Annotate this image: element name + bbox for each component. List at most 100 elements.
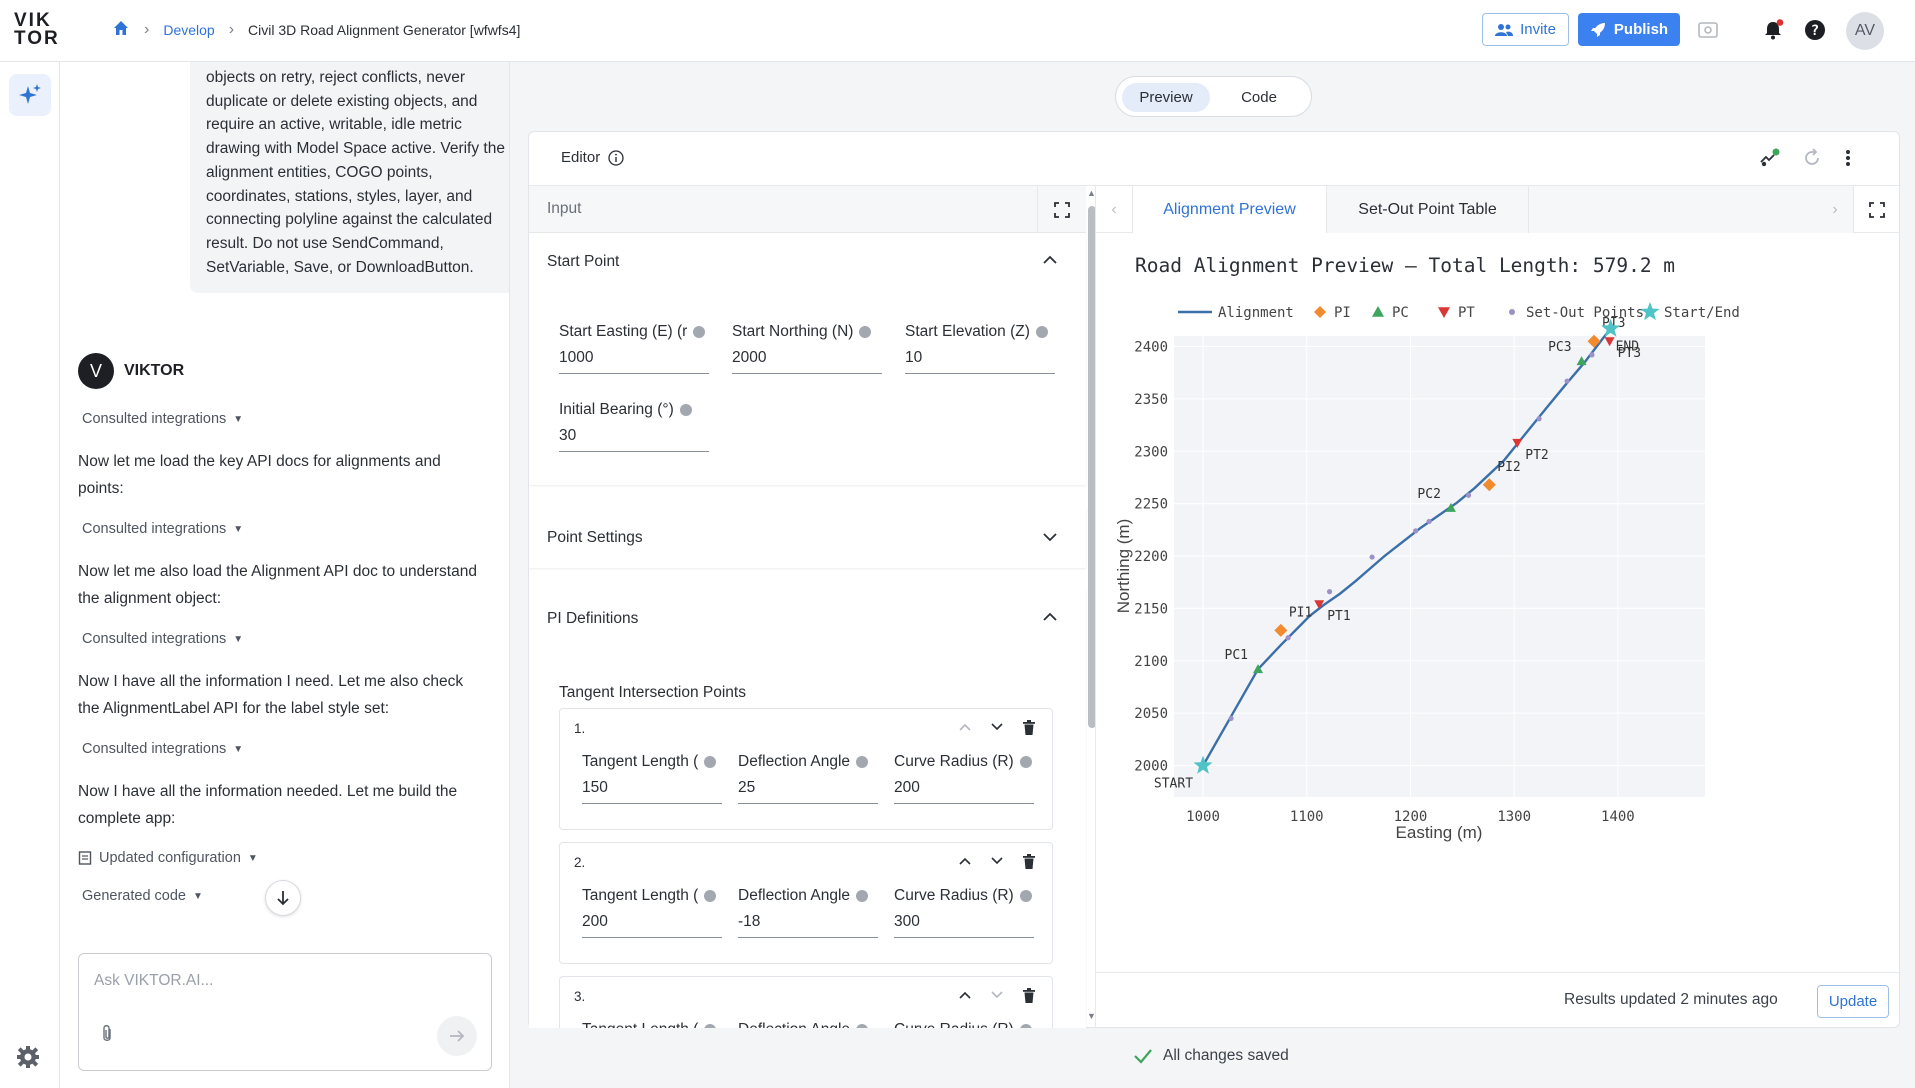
- consulted-integrations-toggle[interactable]: Consulted integrations ▼: [82, 411, 243, 427]
- curve-radius-field[interactable]: Curve Radius (R) 300: [894, 887, 1034, 938]
- move-up-icon[interactable]: [955, 851, 975, 871]
- deflection-angle-field[interactable]: Deflection Angle 25: [738, 753, 878, 804]
- ai-sparkle-icon[interactable]: [9, 74, 51, 116]
- move-down-icon[interactable]: [987, 717, 1007, 737]
- info-icon[interactable]: [856, 890, 869, 902]
- paperclip-icon[interactable]: [100, 1024, 114, 1048]
- info-icon[interactable]: [1019, 1024, 1032, 1028]
- tangent-length-field[interactable]: Tangent Length ( 200: [582, 887, 722, 938]
- results-fullscreen-icon[interactable]: [1853, 186, 1899, 233]
- section-point-settings[interactable]: Point Settings: [529, 507, 1086, 568]
- tangent-length-field[interactable]: Tangent Length ( 150: [582, 753, 722, 804]
- breadcrumb-develop[interactable]: Develop: [163, 21, 215, 38]
- start-northing-input[interactable]: 2000: [732, 349, 882, 374]
- invite-button[interactable]: Invite: [1482, 13, 1569, 46]
- deflection-angle-input[interactable]: -18: [738, 913, 878, 938]
- chat-input-box[interactable]: Ask VIKTOR.AI...: [78, 953, 492, 1071]
- tab-scroll-right-icon[interactable]: ›: [1817, 186, 1853, 233]
- tangent-length-field[interactable]: Tangent Length (: [582, 1021, 722, 1028]
- pi-definitions-title[interactable]: PI Definitions: [547, 610, 639, 627]
- trash-icon[interactable]: [1019, 717, 1039, 737]
- info-icon[interactable]: [704, 890, 717, 902]
- scroll-to-bottom-button[interactable]: [265, 880, 301, 916]
- tangent-length-input[interactable]: 200: [582, 913, 722, 938]
- tab-alignment-preview[interactable]: Alignment Preview: [1132, 186, 1327, 233]
- info-icon[interactable]: [1019, 890, 1032, 902]
- tab-preview[interactable]: Preview: [1122, 83, 1210, 112]
- info-icon[interactable]: [1019, 756, 1032, 768]
- refresh-icon[interactable]: [1801, 147, 1823, 173]
- tab-set-out-point-table[interactable]: Set-Out Point Table: [1327, 186, 1529, 233]
- start-point-title[interactable]: Start Point: [547, 253, 620, 270]
- curve-radius-input[interactable]: 200: [894, 779, 1034, 804]
- curve-radius-input[interactable]: 300: [894, 913, 1034, 938]
- initial-bearing-input[interactable]: 30: [559, 427, 709, 452]
- info-icon[interactable]: [679, 404, 692, 416]
- x-tick-label: 1100: [1290, 809, 1324, 825]
- chevron-up-icon[interactable]: [1043, 255, 1057, 265]
- point-settings-title[interactable]: Point Settings: [547, 529, 643, 546]
- info-icon[interactable]: [856, 756, 869, 768]
- info-icon[interactable]: [704, 756, 717, 768]
- input-scroll-down-arrow[interactable]: ▼: [1087, 1011, 1096, 1021]
- start-northing-field[interactable]: Start Northing (N) 2000: [732, 323, 882, 374]
- info-icon[interactable]: [859, 326, 872, 338]
- home-icon[interactable]: [112, 19, 130, 40]
- viktor-logo[interactable]: VIK TOR: [14, 10, 60, 49]
- avatar[interactable]: AV: [1846, 12, 1884, 50]
- chevron-up-icon[interactable]: [1043, 612, 1057, 622]
- alignment-line: [1201, 327, 1612, 767]
- info-icon[interactable]: [856, 1024, 869, 1028]
- bell-icon[interactable]: [1760, 17, 1786, 43]
- tab-scroll-left-icon[interactable]: ‹: [1111, 200, 1117, 218]
- arrow-down-icon: [277, 891, 289, 906]
- connection-status-icon[interactable]: [1757, 147, 1781, 175]
- consulted-integrations-toggle[interactable]: Consulted integrations ▼: [82, 741, 243, 757]
- assistant-message: Now let me also load the Alignment API d…: [78, 563, 477, 607]
- y-tick-label: 2400: [1134, 339, 1168, 355]
- trash-icon[interactable]: [1019, 851, 1039, 871]
- more-options-icon[interactable]: [1845, 147, 1851, 173]
- settings-gear-icon[interactable]: [16, 1045, 40, 1073]
- publish-button[interactable]: Publish: [1578, 13, 1680, 46]
- info-icon[interactable]: [704, 1024, 717, 1028]
- start-elevation-input[interactable]: 10: [905, 349, 1055, 374]
- generated-code-toggle[interactable]: Generated code ▼: [82, 888, 203, 904]
- start-elevation-field[interactable]: Start Elevation (Z) 10: [905, 323, 1055, 374]
- help-icon[interactable]: ?: [1802, 17, 1828, 43]
- curve-radius-field[interactable]: Curve Radius (R): [894, 1021, 1034, 1028]
- input-scroll-up-arrow[interactable]: ▲: [1087, 188, 1096, 198]
- consulted-integrations-toggle[interactable]: Consulted integrations ▼: [82, 631, 243, 647]
- trash-icon[interactable]: [1019, 985, 1039, 1005]
- move-down-icon[interactable]: [987, 985, 1007, 1005]
- chevron-right-icon: ›: [144, 20, 150, 38]
- info-icon[interactable]: [608, 149, 624, 166]
- updated-configuration-toggle[interactable]: Updated configuration ▼: [78, 850, 258, 866]
- save-status-text: All changes saved: [1163, 1047, 1289, 1064]
- start-easting-input[interactable]: 1000: [559, 349, 709, 374]
- deflection-angle-field[interactable]: Deflection Angle -18: [738, 887, 878, 938]
- tangent-length-input[interactable]: 150: [582, 779, 722, 804]
- input-scrollbar[interactable]: [1088, 206, 1095, 728]
- preview-eye-icon[interactable]: [1695, 17, 1721, 43]
- fullscreen-icon[interactable]: [1037, 186, 1086, 233]
- legend-swatch: [1314, 306, 1326, 318]
- chat-input-placeholder[interactable]: Ask VIKTOR.AI...: [94, 972, 214, 989]
- move-up-icon[interactable]: [955, 985, 975, 1005]
- update-button[interactable]: Update: [1817, 985, 1889, 1018]
- initial-bearing-field[interactable]: Initial Bearing (°) 30: [559, 401, 709, 452]
- deflection-angle-input[interactable]: 25: [738, 779, 878, 804]
- ai-chat-panel: objects on retry, reject conflicts, neve…: [60, 62, 510, 1088]
- start-easting-field[interactable]: Start Easting (E) (r 1000: [559, 323, 709, 374]
- chevron-down-icon[interactable]: [1043, 532, 1057, 542]
- curve-radius-field[interactable]: Curve Radius (R) 200: [894, 753, 1034, 804]
- move-up-icon[interactable]: [955, 717, 975, 737]
- consulted-integrations-toggle[interactable]: Consulted integrations ▼: [82, 521, 243, 537]
- deflection-angle-field[interactable]: Deflection Angle: [738, 1021, 878, 1028]
- send-button[interactable]: [437, 1016, 477, 1056]
- move-down-icon[interactable]: [987, 851, 1007, 871]
- tab-code[interactable]: Code: [1241, 89, 1277, 106]
- info-icon[interactable]: [1035, 326, 1048, 338]
- viktor-avatar: V: [78, 353, 114, 389]
- info-icon[interactable]: [693, 326, 706, 338]
